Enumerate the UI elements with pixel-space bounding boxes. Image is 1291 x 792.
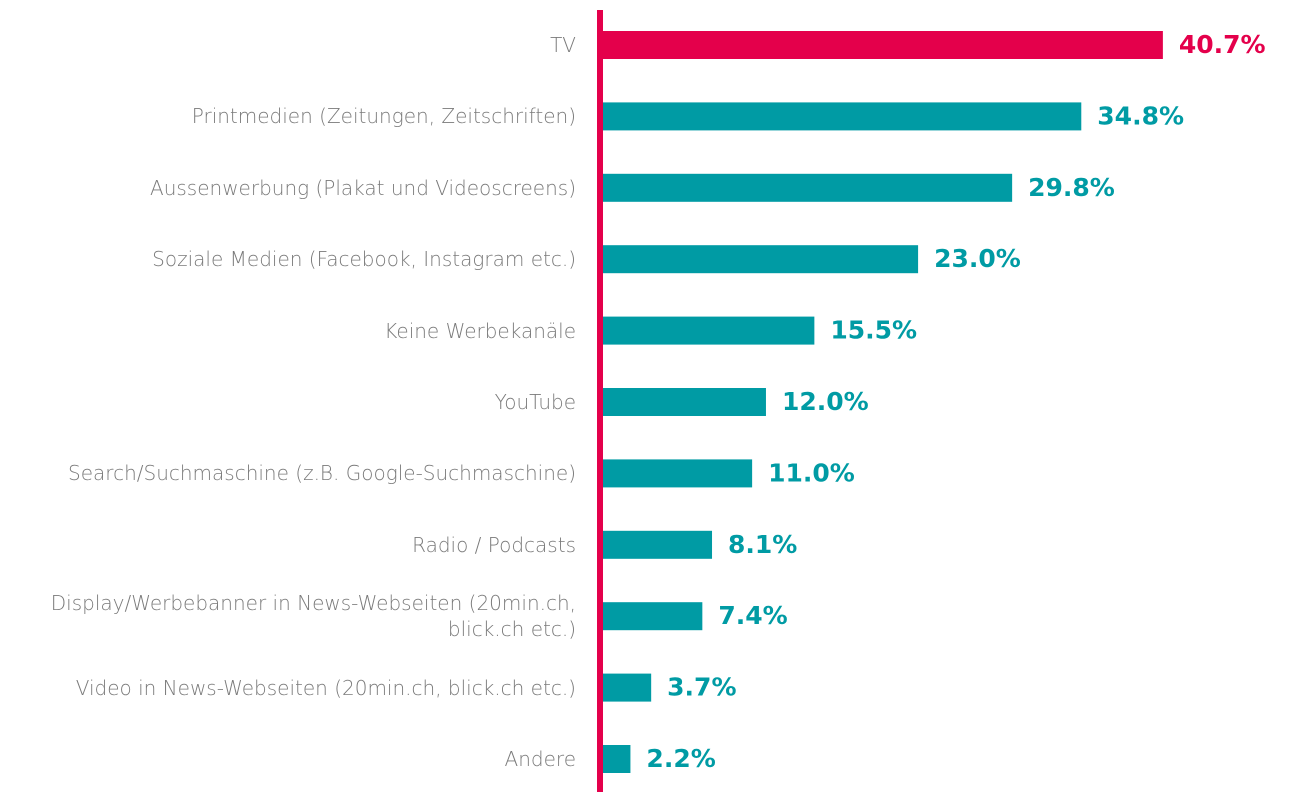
value-label: 2.2%	[646, 744, 715, 773]
category-label: YouTube	[494, 390, 576, 414]
category-label: Soziale Medien (Facebook, Instagram etc.…	[152, 247, 576, 272]
bar	[600, 173, 1013, 202]
category-label: TV	[550, 33, 576, 57]
category-label: Andere	[504, 747, 576, 771]
bar	[600, 388, 766, 416]
category-label: Keine Werbekanäle	[384, 318, 576, 343]
category-label: Display/Werbebanner in News-Webseiten (2…	[50, 591, 576, 642]
bar	[600, 530, 713, 559]
bar	[600, 31, 1163, 59]
category-label: Aussenwerbung (Plakat und Videoscreens)	[150, 175, 576, 200]
bar	[600, 102, 1082, 131]
bar	[600, 316, 815, 345]
bar	[600, 745, 631, 773]
value-label: 15.5%	[830, 316, 917, 345]
value-label: 23.0%	[934, 244, 1021, 273]
value-label: 34.8%	[1097, 101, 1184, 130]
category-label: Printmedien (Zeitungen, Zeitschriften)	[191, 104, 576, 129]
bar	[600, 673, 652, 702]
value-label: 8.1%	[728, 530, 797, 559]
value-label: 11.0%	[768, 458, 855, 487]
value-label: 29.8%	[1028, 173, 1115, 202]
value-label: 3.7%	[667, 673, 736, 702]
value-label: 12.0%	[782, 387, 869, 416]
category-label: Search/Suchmaschine (z.B. Google-Suchmas…	[68, 461, 576, 486]
category-label: Radio / Podcasts	[412, 532, 576, 557]
bar	[600, 245, 919, 274]
value-label: 7.4%	[718, 601, 787, 630]
value-label: 40.7%	[1179, 30, 1266, 59]
bar	[600, 459, 753, 488]
category-label: Video in News-Webseiten (20min.ch, blick…	[75, 675, 576, 700]
bar	[600, 602, 703, 631]
